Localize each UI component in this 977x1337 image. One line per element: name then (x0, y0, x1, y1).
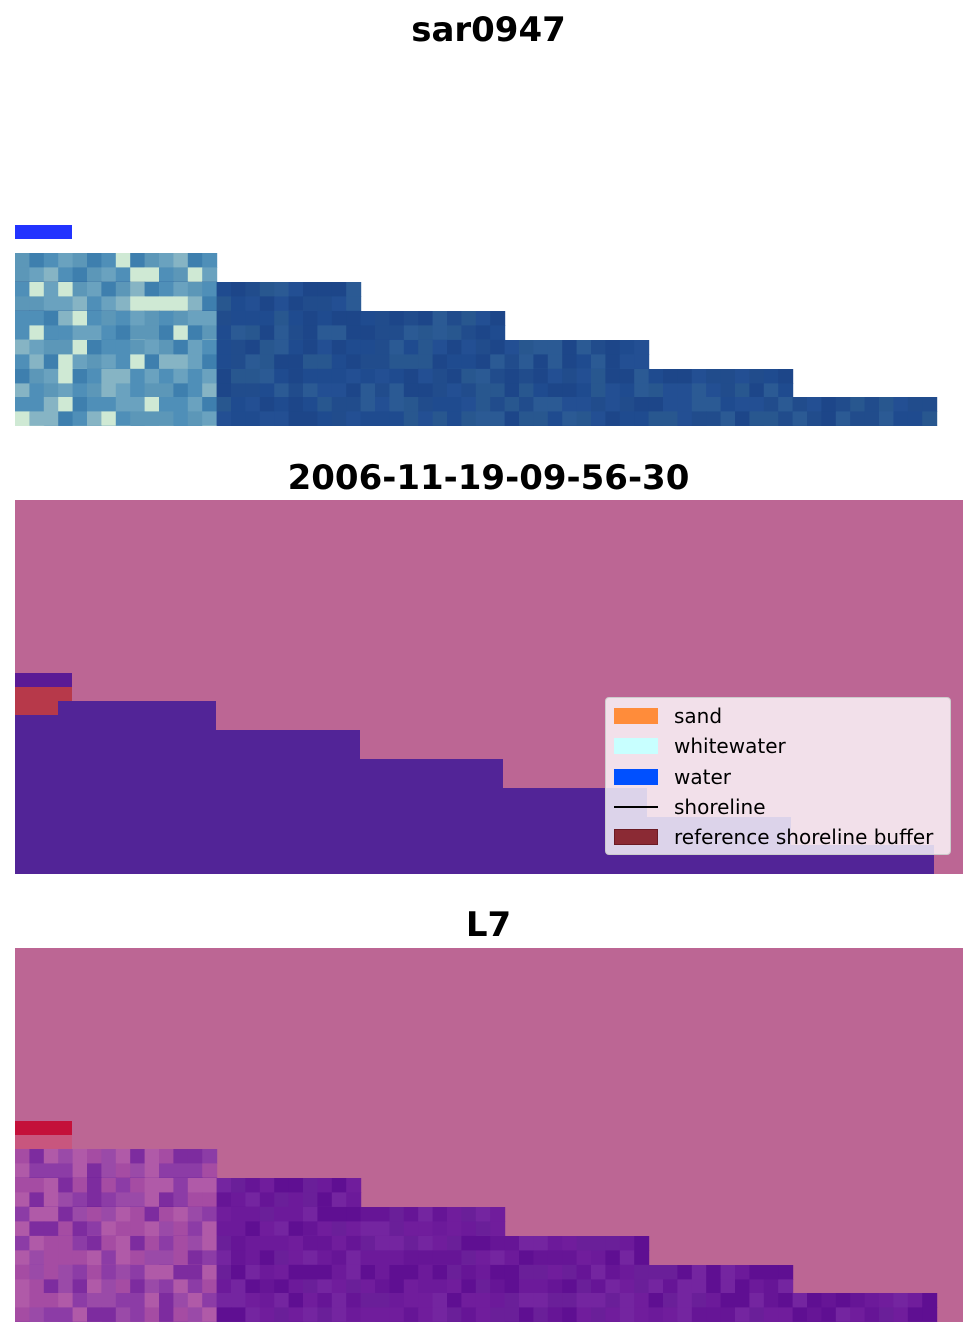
whitewater-swatch-icon (614, 738, 658, 754)
legend-item-whitewater: whitewater (614, 734, 786, 758)
shoreline-line-icon (614, 806, 658, 808)
legend-label: shoreline (674, 795, 766, 819)
legend: sand whitewater water shoreline referenc… (605, 697, 951, 855)
legend-item-sand: sand (614, 704, 722, 728)
rgb-image (15, 52, 963, 426)
legend-label: sand (674, 704, 723, 728)
panel-title-satellite: L7 (465, 905, 512, 945)
legend-label: water (674, 765, 731, 789)
panel-title-date: 2006-11-19-09-56-30 (287, 458, 690, 498)
panel-title-rgb: sar0947 (411, 10, 566, 50)
legend-label: reference shoreline buffer (674, 825, 934, 849)
legend-item-buffer: reference shoreline buffer (614, 825, 933, 849)
legend-item-shoreline: shoreline (614, 795, 766, 819)
water-swatch-icon (614, 769, 658, 785)
sand-swatch-icon (614, 708, 658, 724)
index-image (15, 948, 963, 1322)
legend-label: whitewater (674, 734, 786, 758)
legend-item-water: water (614, 765, 731, 789)
buffer-swatch-icon (614, 829, 658, 845)
